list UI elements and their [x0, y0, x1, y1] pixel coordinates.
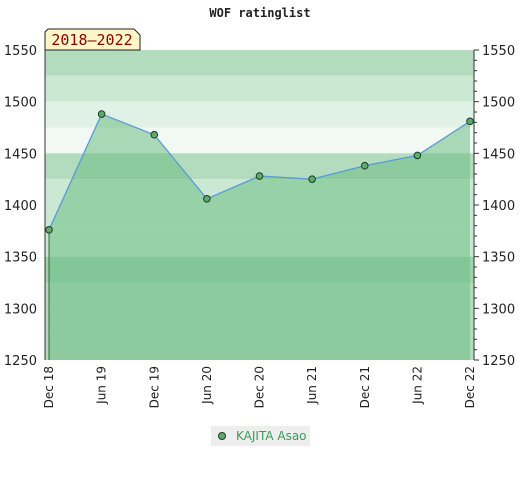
y-tick-label-right: 1550: [482, 44, 515, 59]
data-point: [150, 130, 159, 139]
y-tick-label-left: 1350: [4, 251, 37, 266]
y-tick-label-right: 1250: [482, 354, 515, 369]
legend-marker-icon: [218, 432, 226, 440]
x-tick-label: Jun 21: [305, 366, 319, 405]
y-tick-label-right: 1350: [482, 251, 515, 266]
period-badge: 2018–2022: [44, 28, 141, 51]
data-points: [45, 110, 474, 234]
x-tick-label: Dec 21: [358, 366, 372, 408]
x-tick-label: Dec 22: [463, 366, 477, 408]
data-point: [97, 110, 106, 118]
background-band: [45, 50, 474, 76]
x-axis-labels: Dec 18 Jun 19 Dec 19 Jun 20 Dec 20 Jun 21 Dec …: [42, 366, 477, 408]
y-axis-left-labels: 1250 1300 1350 1400 1450 1500 1550: [4, 44, 37, 369]
y-tick-label-right: 1400: [482, 199, 515, 214]
x-tick-label: Dec 20: [253, 366, 267, 408]
data-point: [45, 226, 53, 234]
data-point: [413, 151, 422, 160]
x-tick-label: Dec 18: [42, 366, 56, 408]
y-tick-label-left: 1250: [4, 354, 37, 369]
data-point: [308, 175, 316, 183]
data-point: [466, 117, 474, 126]
y-tick-label-left: 1450: [4, 147, 37, 162]
legend-box: [211, 426, 310, 446]
series-area-fill: [49, 114, 470, 360]
x-tick-label: Jun 20: [200, 366, 214, 405]
period-badge-box: [44, 28, 141, 51]
y-axis-right-labels: 1250 1300 1350 1400 1450 1500 1550: [482, 44, 515, 369]
x-tick-label: Dec 19: [147, 366, 161, 408]
background-band: [45, 75, 474, 102]
legend[interactable]: KAJITA Asao: [211, 426, 310, 446]
period-badge-label: 2018–2022: [51, 31, 132, 49]
chart-title: WOF ratinglist: [209, 6, 310, 20]
axes: [44, 49, 479, 361]
y-tick-label-left: 1550: [4, 44, 37, 59]
legend-series-label: KAJITA Asao: [236, 429, 307, 443]
y-tick-label-left: 1400: [4, 199, 37, 214]
y-tick-label-right: 1500: [482, 96, 515, 111]
y-tick-label-left: 1300: [4, 302, 37, 317]
y-tick-label-left: 1500: [4, 96, 37, 111]
y-tick-label-right: 1450: [482, 147, 515, 162]
data-point: [360, 161, 369, 170]
data-point: [255, 172, 264, 180]
x-tick-label: Jun 22: [410, 366, 424, 405]
data-point: [203, 195, 211, 203]
y-tick-label-right: 1300: [482, 302, 515, 317]
x-tick-label: Jun 19: [95, 366, 109, 405]
